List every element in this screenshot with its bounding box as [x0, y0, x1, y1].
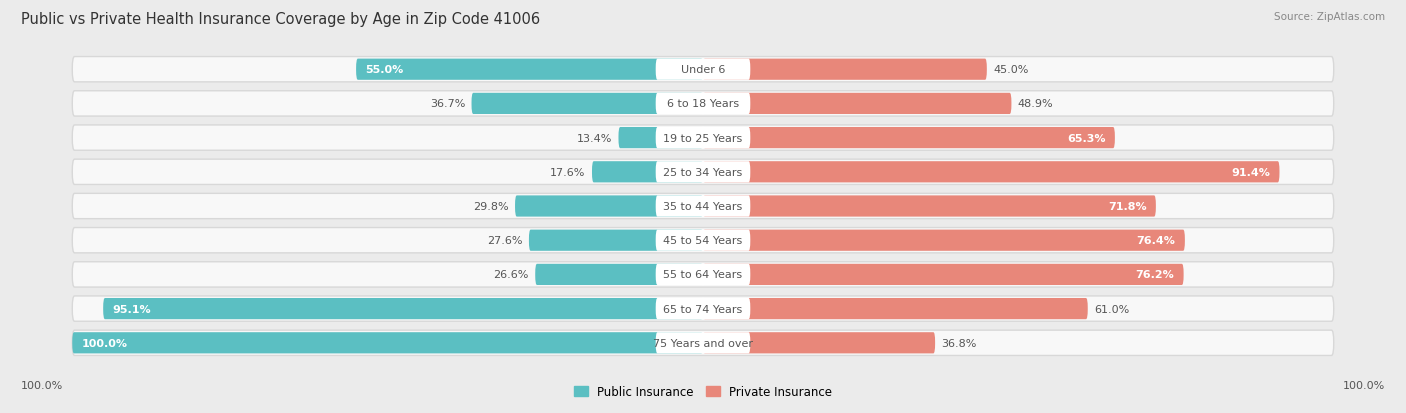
- Text: 61.0%: 61.0%: [1094, 304, 1129, 314]
- Text: 25 to 34 Years: 25 to 34 Years: [664, 167, 742, 177]
- FancyBboxPatch shape: [619, 128, 703, 149]
- Text: 65.3%: 65.3%: [1067, 133, 1105, 143]
- Text: 26.6%: 26.6%: [494, 270, 529, 280]
- FancyBboxPatch shape: [536, 264, 703, 285]
- Text: 45 to 54 Years: 45 to 54 Years: [664, 236, 742, 246]
- FancyBboxPatch shape: [703, 298, 1088, 319]
- FancyBboxPatch shape: [72, 126, 1334, 151]
- Text: 36.8%: 36.8%: [942, 338, 977, 348]
- Text: 100.0%: 100.0%: [1343, 380, 1385, 390]
- Text: 91.4%: 91.4%: [1232, 167, 1270, 177]
- FancyBboxPatch shape: [655, 298, 751, 319]
- FancyBboxPatch shape: [72, 194, 1334, 219]
- FancyBboxPatch shape: [72, 57, 1334, 83]
- FancyBboxPatch shape: [703, 230, 1185, 251]
- Text: 100.0%: 100.0%: [21, 380, 63, 390]
- Text: 65 to 74 Years: 65 to 74 Years: [664, 304, 742, 314]
- FancyBboxPatch shape: [529, 230, 703, 251]
- FancyBboxPatch shape: [655, 196, 751, 217]
- FancyBboxPatch shape: [655, 59, 751, 81]
- FancyBboxPatch shape: [703, 332, 935, 354]
- Text: 76.4%: 76.4%: [1136, 236, 1175, 246]
- Text: 75 Years and over: 75 Years and over: [652, 338, 754, 348]
- FancyBboxPatch shape: [703, 94, 1011, 115]
- Text: 76.2%: 76.2%: [1136, 270, 1174, 280]
- FancyBboxPatch shape: [72, 330, 1334, 356]
- Text: Source: ZipAtlas.com: Source: ZipAtlas.com: [1274, 12, 1385, 22]
- FancyBboxPatch shape: [655, 162, 751, 183]
- Text: 71.8%: 71.8%: [1108, 202, 1146, 211]
- FancyBboxPatch shape: [72, 92, 1334, 117]
- Text: Under 6: Under 6: [681, 65, 725, 75]
- FancyBboxPatch shape: [72, 296, 1334, 321]
- Text: 95.1%: 95.1%: [112, 304, 152, 314]
- FancyBboxPatch shape: [356, 59, 703, 81]
- FancyBboxPatch shape: [703, 264, 1184, 285]
- FancyBboxPatch shape: [72, 262, 1334, 287]
- FancyBboxPatch shape: [655, 230, 751, 251]
- Text: Public vs Private Health Insurance Coverage by Age in Zip Code 41006: Public vs Private Health Insurance Cover…: [21, 12, 540, 27]
- FancyBboxPatch shape: [703, 128, 1115, 149]
- Text: 19 to 25 Years: 19 to 25 Years: [664, 133, 742, 143]
- FancyBboxPatch shape: [72, 228, 1334, 253]
- FancyBboxPatch shape: [655, 94, 751, 115]
- FancyBboxPatch shape: [471, 94, 703, 115]
- FancyBboxPatch shape: [72, 160, 1334, 185]
- Text: 100.0%: 100.0%: [82, 338, 128, 348]
- FancyBboxPatch shape: [703, 162, 1279, 183]
- Text: 27.6%: 27.6%: [486, 236, 523, 246]
- FancyBboxPatch shape: [655, 264, 751, 285]
- FancyBboxPatch shape: [703, 196, 1156, 217]
- FancyBboxPatch shape: [655, 332, 751, 354]
- Text: 6 to 18 Years: 6 to 18 Years: [666, 99, 740, 109]
- Text: 55.0%: 55.0%: [366, 65, 404, 75]
- FancyBboxPatch shape: [592, 162, 703, 183]
- Text: 55 to 64 Years: 55 to 64 Years: [664, 270, 742, 280]
- Text: 13.4%: 13.4%: [576, 133, 612, 143]
- FancyBboxPatch shape: [515, 196, 703, 217]
- FancyBboxPatch shape: [72, 332, 703, 354]
- Text: 48.9%: 48.9%: [1018, 99, 1053, 109]
- FancyBboxPatch shape: [655, 128, 751, 149]
- Text: 29.8%: 29.8%: [472, 202, 509, 211]
- Legend: Public Insurance, Private Insurance: Public Insurance, Private Insurance: [574, 385, 832, 399]
- FancyBboxPatch shape: [703, 59, 987, 81]
- Text: 17.6%: 17.6%: [550, 167, 586, 177]
- Text: 35 to 44 Years: 35 to 44 Years: [664, 202, 742, 211]
- Text: 36.7%: 36.7%: [430, 99, 465, 109]
- Text: 45.0%: 45.0%: [993, 65, 1029, 75]
- FancyBboxPatch shape: [103, 298, 703, 319]
